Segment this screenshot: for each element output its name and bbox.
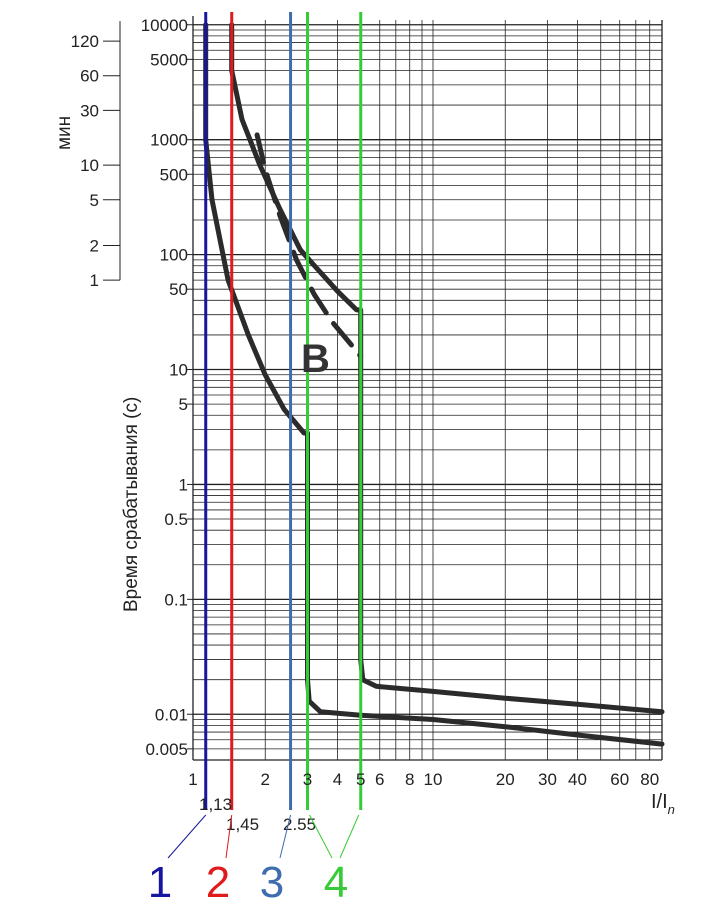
marker-number: 4 (324, 858, 348, 907)
marker-value-label: 2.55 (283, 815, 316, 834)
x-tick-label: 20 (496, 770, 515, 789)
y-tick-label: 1000 (150, 131, 188, 150)
curve-dashed (254, 132, 364, 359)
y-tick-label: 0.5 (164, 510, 188, 529)
y-tick-label: 100 (160, 246, 188, 265)
markers (204, 12, 363, 810)
minute-tick-label: 120 (71, 32, 99, 51)
x-tick-label: 40 (568, 770, 587, 789)
x-tick-label: 60 (610, 770, 629, 789)
marker-number: 1 (148, 858, 172, 907)
marker-number: 3 (260, 858, 284, 907)
y-tick-label: 0.01 (155, 705, 188, 724)
x-tick-labels: 1 2 3 4 5 6 8 10 20 30 40 60 80 (188, 770, 659, 789)
y-tick-labels: 10000 5000 1000 500 100 50 10 5 1 0.5 0.1 0.01 0.005 (141, 16, 193, 759)
marker-value-label: 1,45 (226, 815, 259, 834)
x-tick-label: 1 (188, 770, 197, 789)
x-axis-label-subscript: n (668, 802, 675, 817)
pointer-line (339, 814, 360, 859)
x-tick-label: 2 (261, 770, 270, 789)
minute-tick-label: 1 (90, 271, 99, 290)
pointer-line (225, 814, 233, 859)
grid (192, 20, 663, 761)
y-axis-label: Время срабатывания (с) (121, 397, 142, 612)
curve-label-b: B (301, 337, 330, 381)
minute-tick-label: 60 (80, 67, 99, 86)
x-tick-label: 30 (538, 770, 557, 789)
x-tick-label: 4 (333, 770, 342, 789)
minute-tick-label: 10 (80, 156, 99, 175)
y-tick-label: 5000 (150, 50, 188, 69)
y-tick-label: 10000 (141, 16, 188, 35)
y-tick-label: 500 (160, 165, 188, 184)
marker-number: 2 (206, 858, 230, 907)
minute-tick-label: 5 (90, 191, 99, 210)
minute-tick-label: 2 (90, 236, 99, 255)
x-axis-label: I/In (651, 791, 675, 817)
series (203, 22, 665, 747)
y-tick-label: 0.1 (164, 590, 188, 609)
marker-value-label: 1,13 (199, 795, 232, 814)
y-tick-label: 10 (169, 361, 188, 380)
y-tick-label: 5 (179, 395, 188, 414)
x-tick-label: 80 (640, 770, 659, 789)
x-tick-label: 3 (303, 770, 312, 789)
pointer-line (279, 814, 292, 859)
axes (192, 16, 663, 761)
x-axis-label-main: I/I (651, 791, 668, 813)
curve-solid (229, 22, 665, 715)
pointer-line (309, 814, 333, 859)
secondary-y-axis-label: мин (54, 116, 75, 150)
y-tick-label: 1 (179, 475, 188, 494)
curve-solid (203, 22, 665, 747)
x-tick-label: 6 (375, 770, 384, 789)
x-tick-label: 5 (356, 770, 365, 789)
x-tick-label: 8 (405, 770, 414, 789)
y-tick-label: 0.005 (145, 740, 188, 759)
minute-scale: 120 60 30 10 5 2 1 (71, 21, 121, 290)
annotations: 1,13 1 1,45 2 2.55 3 4 (148, 795, 360, 907)
minute-tick-label: 30 (80, 101, 99, 120)
pointer-line (167, 814, 207, 859)
y-tick-label: 50 (169, 280, 188, 299)
x-tick-label: 10 (424, 770, 443, 789)
